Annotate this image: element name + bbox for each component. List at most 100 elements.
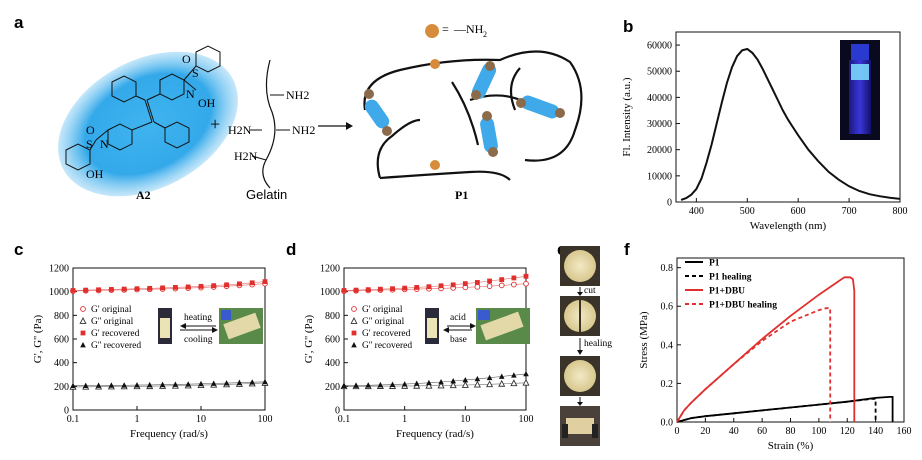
data-point [377, 286, 383, 292]
data-point [341, 382, 347, 389]
data-point [134, 382, 140, 388]
data-point [474, 280, 480, 285]
y-tick-label: 60000 [647, 41, 672, 52]
legend-entry: P1 healing [709, 273, 752, 283]
data-point [353, 382, 359, 388]
x-tick-label: 0.1 [67, 414, 80, 425]
plot-frame [676, 257, 905, 423]
hydroxyl-bottom: OH [86, 167, 104, 181]
y-tick-label: 1200 [49, 264, 69, 275]
x-tick-label: 700 [842, 206, 857, 217]
legend-marker [80, 342, 86, 348]
series-line [344, 382, 527, 387]
gelatin-label: Gelatin [246, 187, 287, 202]
y-tick-label: 0.8 [661, 263, 674, 274]
cooling-label: cooling [184, 335, 213, 345]
x-tick-label: 10 [460, 414, 470, 425]
legend-eq: = [442, 22, 449, 36]
chart-c-rheology-heating: 0.1 1 10 100020040060080010001200Frequency … [32, 264, 273, 441]
legend-entry: G'' original [91, 317, 134, 327]
gelatin-chain [262, 59, 276, 189]
y-axis-title: G', G'' (Pa) [32, 314, 44, 363]
x-tick-label: 0.1 [338, 414, 351, 425]
y-tick-label: 1000 [49, 287, 69, 298]
x-tick-label: 1 [402, 414, 407, 425]
data-point [462, 281, 468, 287]
data-point [390, 286, 395, 292]
data-point [70, 382, 76, 389]
legend-marker [351, 342, 357, 348]
y-tick-label: 400 [54, 358, 69, 369]
gelatin-amine-1: NH2 [286, 88, 309, 102]
data-point [198, 283, 204, 289]
y-axis-title: G', G'' (Pa) [303, 314, 315, 363]
data-point [461, 381, 469, 388]
y-tick-label: 1200 [320, 264, 340, 275]
series-line [343, 283, 527, 292]
data-point [172, 285, 178, 290]
series-line [343, 276, 527, 291]
acid-label: acid [450, 313, 466, 323]
healing-label: healing [584, 339, 612, 349]
data-point [450, 282, 456, 288]
data-point [511, 372, 517, 378]
a2-structure [65, 45, 221, 171]
panel-label-b: b [623, 17, 633, 36]
series-line [676, 276, 856, 423]
vial-photo-uv [840, 40, 880, 140]
data-point [223, 380, 230, 386]
sulfonyl-s-top: S [192, 66, 199, 80]
series-line [343, 373, 527, 386]
x-axis-title: Frequency (rad/s) [396, 428, 474, 440]
y-tick-label: 30000 [647, 119, 672, 130]
data-point [160, 285, 165, 291]
x-tick-label: 100 [519, 414, 534, 425]
chart-b-fluorescence: 400 500 600 700 800 0 10000 20000 30000 40000 5000… [621, 31, 908, 232]
panel-c-inset-photos [158, 308, 263, 344]
legend-entry: G'' recovered [91, 341, 141, 351]
x-tick-label: 40 [729, 426, 739, 437]
p1-network [363, 50, 583, 181]
data-point [146, 381, 153, 388]
sulfonyl-o-top: O [182, 52, 191, 66]
data-point [511, 275, 517, 281]
data-point [172, 381, 179, 387]
sulfonyl-n-bottom: N [100, 137, 109, 151]
y-tick-label: 20000 [647, 145, 672, 156]
data-point [474, 375, 481, 382]
legend-marker [351, 330, 357, 336]
legend-amine-group: —NH [453, 22, 484, 36]
data-point [95, 382, 102, 388]
data-point [486, 380, 494, 388]
x-tick-label: 100 [258, 414, 273, 425]
data-point [108, 287, 114, 292]
sulfonyl-o-bottom: O [86, 123, 95, 137]
series-line [72, 382, 266, 388]
x-tick-label: 500 [740, 206, 755, 217]
panel-label-d: d [286, 240, 296, 259]
panel-e-selfhealing-photos [560, 246, 600, 446]
y-tick-label: 0.4 [661, 340, 674, 351]
data-point [389, 381, 396, 387]
heating-label: heating [184, 313, 212, 323]
amine-symbol-icon [425, 24, 440, 38]
legend-amine-subscript: 2 [483, 30, 487, 39]
data-point [134, 286, 140, 292]
data-point [82, 382, 89, 389]
legend-entry: P1 [709, 259, 720, 269]
data-point [522, 378, 530, 386]
y-tick-label: 0.0 [661, 418, 674, 429]
gelatin-amine-3: NH2 [292, 123, 315, 137]
y-tick-label: 0 [335, 406, 340, 417]
data-point [353, 287, 359, 293]
legend-entry: P1+DBU healing [709, 301, 777, 311]
data-point [473, 380, 481, 388]
data-point [414, 285, 420, 290]
series-line [72, 283, 266, 292]
panel-label-f: f [624, 240, 630, 259]
x-axis-title: Wavelength (nm) [750, 220, 827, 232]
data-point [198, 380, 204, 387]
data-point [402, 285, 408, 291]
base-label: base [450, 335, 467, 345]
emission-line [680, 47, 901, 201]
